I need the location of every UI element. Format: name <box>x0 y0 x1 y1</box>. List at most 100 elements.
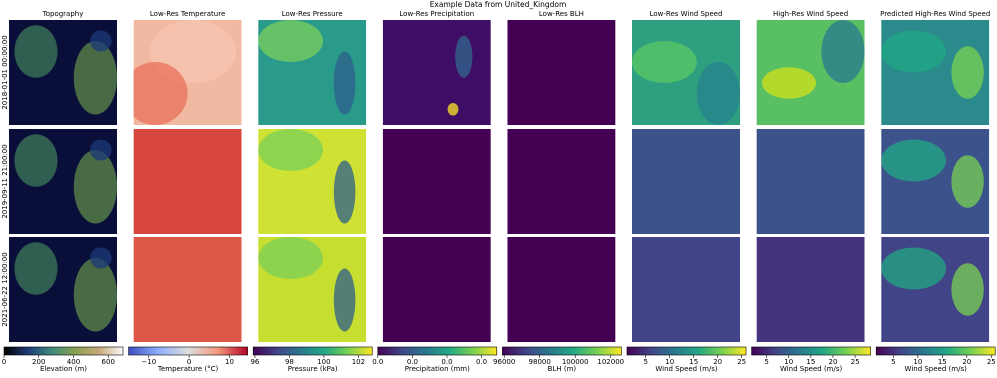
panel-title: Low-Res Temperature <box>150 10 225 18</box>
colorbar-label: BLH (m) <box>548 365 577 373</box>
image-panel <box>9 20 117 125</box>
colorbar-tick-label: 200 <box>32 358 45 366</box>
image-panel <box>632 20 740 125</box>
panel-bg <box>133 237 242 342</box>
panel-feature <box>73 41 117 115</box>
panel-bg <box>632 129 740 234</box>
image-panel <box>507 129 616 234</box>
panel-feature <box>333 160 356 224</box>
colorbar-tick-label: 0.0 <box>441 358 452 366</box>
colorbar-label: Wind Speed (m/s) <box>780 365 843 373</box>
colorbar-tick-label: 102 <box>352 358 365 366</box>
panel-bg <box>632 237 740 342</box>
panel-title: Predicted High-Res Wind Speed <box>880 10 990 18</box>
panel-title: Low-Res Pressure <box>282 10 343 18</box>
row-label: 2019-09-11 21:00:00 <box>1 144 9 218</box>
image-panel <box>382 129 491 234</box>
image-panel <box>756 237 865 342</box>
image-panel <box>756 129 865 234</box>
colorbar-tick-label: 0.0 <box>372 358 383 366</box>
colorbar-tick-label: 25 <box>851 358 860 366</box>
colorbar-label: Pressure (kPa) <box>288 365 338 373</box>
image-panel <box>507 20 616 125</box>
figure-title: Example Data from United_Kingdom <box>430 0 567 9</box>
colorbar-tick-label: 10 <box>784 358 793 366</box>
image-panel <box>881 20 990 125</box>
colorbar-tick-label: 25 <box>737 358 746 366</box>
colorbar <box>377 346 498 356</box>
panel-feature <box>14 242 58 295</box>
colorbar-tick-label: 102000 <box>597 358 624 366</box>
row-label: 2021-06-22 12:00:00 <box>1 252 9 326</box>
colorbar <box>128 346 248 356</box>
image-panel <box>133 20 242 125</box>
panel-feature <box>258 20 323 62</box>
panel-bg <box>507 129 616 234</box>
image-panel <box>9 129 117 234</box>
colorbar-tick-label: 10 <box>665 358 674 366</box>
image-panel <box>756 20 865 125</box>
panel-feature <box>258 237 323 279</box>
image-panel <box>382 20 491 125</box>
panel-feature <box>258 129 323 171</box>
panel-bg <box>133 129 242 234</box>
colorbar <box>3 346 124 356</box>
colorbar-tick-label: 20 <box>829 358 838 366</box>
panel-feature <box>447 102 459 116</box>
image-panel <box>881 237 990 342</box>
image-panel <box>632 237 740 342</box>
panel-bg <box>382 129 491 234</box>
panel-bg <box>382 20 491 125</box>
colorbar-tick-label: 5 <box>643 358 647 366</box>
colorbar-tick-label: 15 <box>806 358 815 366</box>
panel-feature <box>951 155 984 208</box>
image-panel <box>881 129 990 234</box>
colorbar-tick-label: 600 <box>102 358 115 366</box>
colorbar-label: Wind Speed (m/s) <box>905 365 968 373</box>
colorbar-tick-label: 98 <box>285 358 294 366</box>
panel-bg <box>507 237 616 342</box>
colorbar-tick-label: 15 <box>689 358 698 366</box>
panel-feature <box>881 247 946 290</box>
image-panel <box>133 237 242 342</box>
colorbar-tick-label: 0 <box>2 358 6 366</box>
panel-feature <box>73 150 117 224</box>
colorbar <box>875 346 996 356</box>
colorbar-tick-label: 0.0 <box>407 358 418 366</box>
panel-feature <box>632 41 697 83</box>
panel-title: Topography <box>42 10 84 18</box>
colorbar-tick-label: 100 <box>317 358 330 366</box>
panel-bg <box>507 20 616 125</box>
row-label: 2018-01-01 00:00:00 <box>1 35 9 109</box>
panel-feature <box>881 30 946 73</box>
image-panel <box>632 129 740 234</box>
panel-feature <box>73 258 117 332</box>
panel-feature <box>90 139 112 161</box>
panel-feature <box>14 25 58 78</box>
panel-feature <box>90 247 112 269</box>
panel-feature <box>333 268 356 332</box>
panel-title: Low-Res BLH <box>539 10 584 18</box>
panel-feature <box>951 46 984 99</box>
panel-feature <box>696 62 740 125</box>
colorbar <box>502 346 622 356</box>
image-panel <box>258 237 367 342</box>
image-panel <box>507 237 616 342</box>
colorbar <box>626 346 747 356</box>
image-panel <box>133 129 242 234</box>
colorbar-tick-label: 25 <box>987 358 996 366</box>
image-panel <box>9 237 117 342</box>
colorbar-tick-label: 10 <box>913 358 922 366</box>
colorbar-tick-label: 98000 <box>529 358 551 366</box>
panel-feature <box>333 51 356 115</box>
colorbar-label: Wind Speed (m/s) <box>655 365 718 373</box>
colorbar-tick-label: 10 <box>225 358 234 366</box>
colorbar-label: Temperature (°C) <box>157 365 219 373</box>
colorbar-label: Precipitation (mm) <box>405 365 470 373</box>
panel-feature <box>881 139 946 182</box>
panel-title: High-Res Wind Speed <box>773 10 848 18</box>
image-panel <box>258 129 367 234</box>
panel-feature <box>14 134 58 187</box>
colorbar-tick-label: 100000 <box>562 358 589 366</box>
